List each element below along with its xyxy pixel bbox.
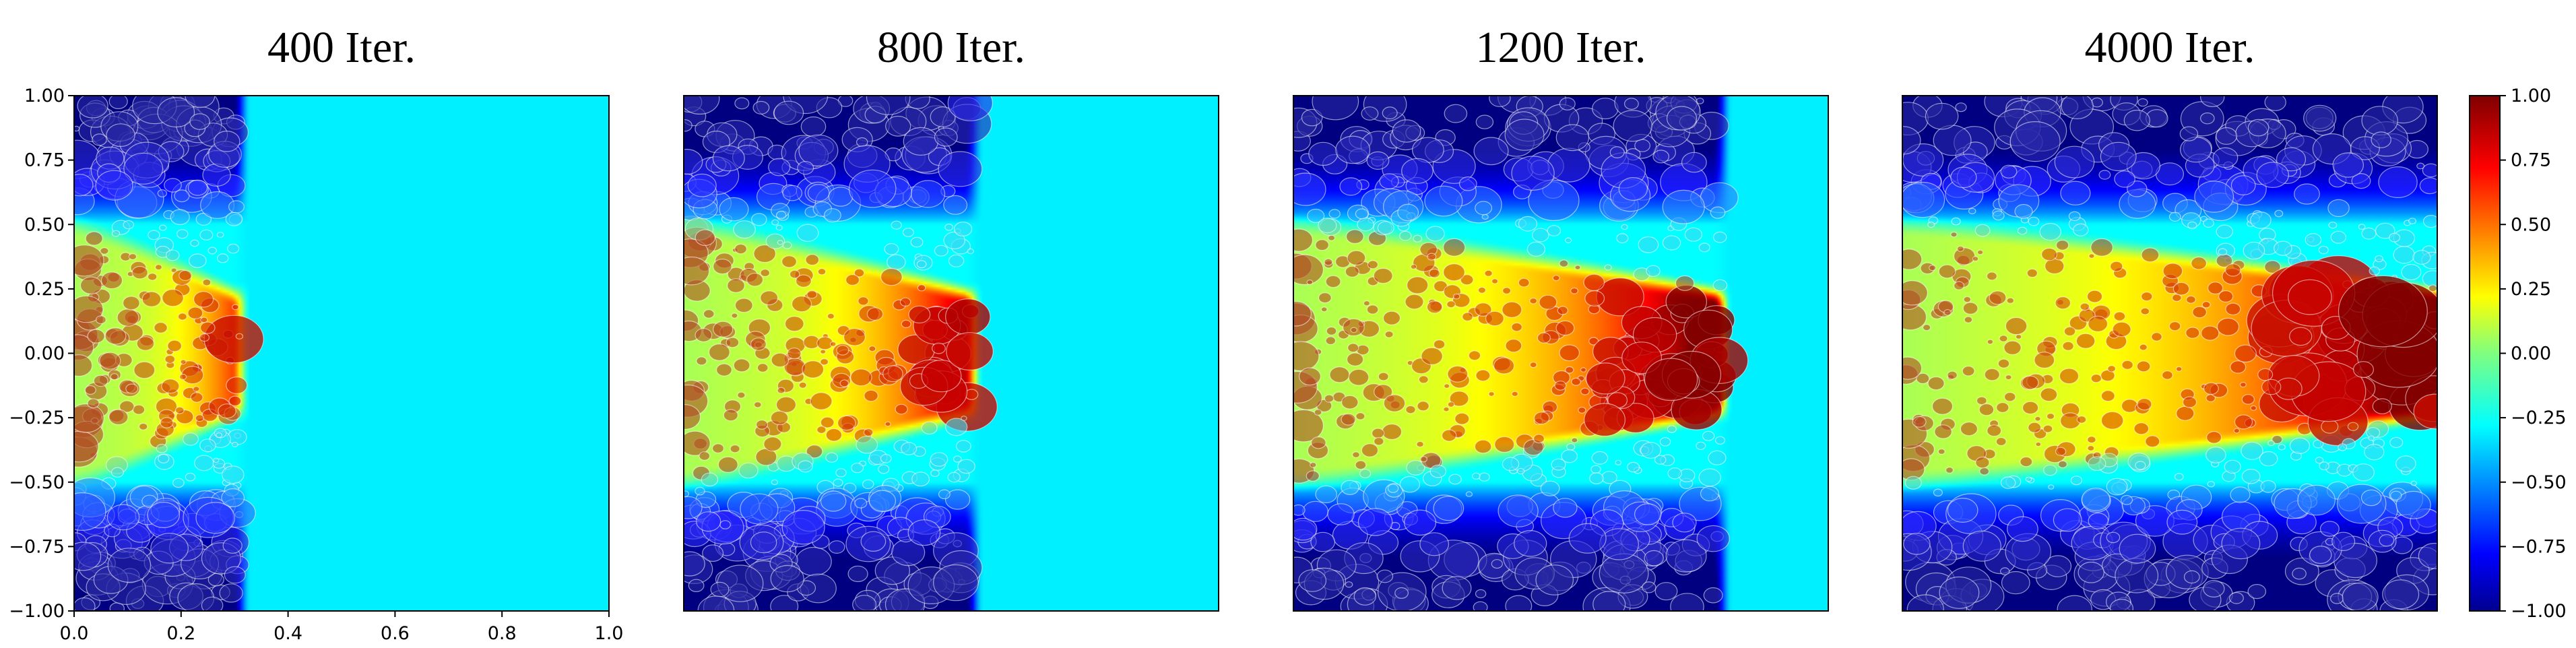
particles (74, 96, 264, 611)
y-tick-label: −0.75 (9, 536, 65, 557)
heatmap-panel-3: 1200 Iter. (1293, 23, 1829, 612)
heatmap-panel-1: 400 Iter. 1.00 0.75 0.50 0.25 0.00 −0.25 −0.50 −… (9, 23, 623, 644)
colorbar-tick-label: −0.25 (2511, 408, 2567, 428)
y-tick-label: −1.00 (9, 601, 65, 622)
heatmap-panel-4: 4000 Iter. (1902, 23, 2438, 612)
colorbar-tick-label: −0.75 (2511, 536, 2567, 557)
particles (1293, 96, 1749, 611)
y-tick-label: −0.50 (9, 472, 65, 493)
y-tick-label: 0.50 (24, 214, 65, 235)
plot-frame (683, 95, 1219, 612)
heatmap-panel-2: 800 Iter. (683, 23, 1219, 612)
y-tick-label: 0.25 (24, 279, 65, 300)
plot-frame (1293, 95, 1829, 612)
panel-title: 4000 Iter. (2085, 23, 2255, 72)
x-tick-label: 0.0 (60, 623, 89, 644)
colorbar-gradient (2469, 95, 2501, 612)
panel-title: 1200 Iter. (1476, 23, 1646, 72)
colorbar-tick-label: −1.00 (2511, 601, 2567, 622)
x-tick-label: 0.4 (273, 623, 302, 644)
particles (684, 96, 998, 611)
colorbar-tick-label: 0.50 (2511, 214, 2551, 235)
panel-title: 400 Iter. (267, 23, 416, 72)
x-axis: 0.0 0.2 0.4 0.6 0.8 1.0 (60, 611, 624, 644)
x-tick-label: 0.6 (381, 623, 410, 644)
x-tick-label: 0.2 (166, 623, 195, 644)
panels-layer: 400 Iter. 1.00 0.75 0.50 0.25 0.00 −0.25 −0.50 −… (9, 23, 2438, 644)
panel-title: 800 Iter. (877, 23, 1025, 72)
y-tick-label: −0.25 (9, 408, 65, 428)
y-tick-label: 0.75 (24, 150, 65, 171)
y-tick-label: 1.00 (24, 86, 65, 106)
x-tick-label: 1.0 (595, 623, 624, 644)
colorbar-tick-label: 1.00 (2511, 86, 2551, 106)
x-tick-label: 0.8 (488, 623, 517, 644)
colorbar: 1.00 0.75 0.50 0.25 0.00 −0.25 −0.50 −0.75 −1.00 (2469, 86, 2567, 622)
colorbar-tick-label: 0.75 (2511, 150, 2551, 171)
y-tick-label: 0.00 (24, 344, 65, 364)
plot-frame (1902, 95, 2438, 612)
colorbar-ticks: 1.00 0.75 0.50 0.25 0.00 −0.25 −0.50 −0.75 −1.00 (2500, 86, 2567, 622)
colorbar-tick-label: 0.00 (2511, 344, 2551, 364)
colorbar-tick-label: −0.50 (2511, 472, 2567, 493)
particles (1902, 96, 2437, 611)
y-axis: 1.00 0.75 0.50 0.25 0.00 −0.25 −0.50 −0.75 −1.00 (9, 86, 74, 622)
colorbar-tick-label: 0.25 (2511, 279, 2551, 300)
